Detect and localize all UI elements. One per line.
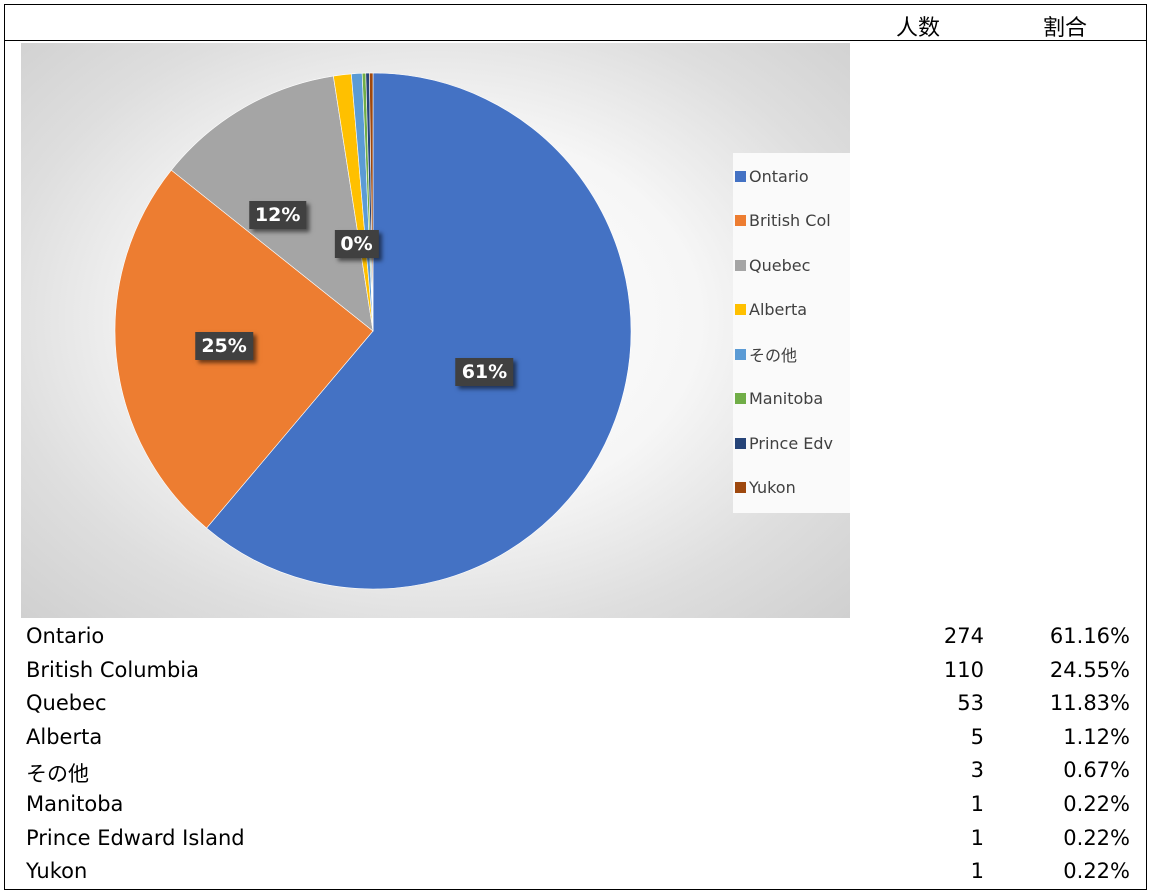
table-row: Quebec 53 11.83% (24, 689, 1136, 721)
row-count: 1 (971, 826, 984, 850)
table-row: Prince Edward Island 1 0.22% (24, 824, 1136, 856)
legend-swatch (735, 349, 746, 360)
row-name: Yukon (26, 859, 87, 883)
row-name: Manitoba (26, 792, 123, 816)
row-percent: 0.22% (1063, 826, 1130, 850)
pie-chart-svg (21, 43, 850, 618)
row-count: 3 (971, 758, 984, 782)
row-name: Ontario (26, 624, 104, 648)
row-count: 1 (971, 859, 984, 883)
legend-item[interactable]: Prince Edv (735, 432, 833, 454)
data-label-3: 0% (334, 230, 378, 258)
row-percent: 0.22% (1063, 792, 1130, 816)
row-percent: 0.67% (1063, 758, 1130, 782)
chart-legend: Ontario British Col Quebec Alberta その他 Manito… (733, 153, 850, 513)
legend-item[interactable]: Quebec (735, 254, 810, 276)
legend-swatch (735, 171, 746, 182)
row-percent: 1.12% (1063, 725, 1130, 749)
legend-swatch (735, 260, 746, 271)
legend-item[interactable]: その他 (735, 343, 797, 365)
legend-swatch (735, 304, 746, 315)
legend-item[interactable]: Manitoba (735, 388, 823, 410)
legend-label: Prince Edv (749, 434, 833, 453)
row-count: 1 (971, 792, 984, 816)
header-divider (4, 40, 1147, 41)
row-count: 110 (944, 658, 984, 682)
table-row: British Columbia 110 24.55% (24, 656, 1136, 688)
row-count: 53 (957, 691, 984, 715)
row-count: 5 (971, 725, 984, 749)
legend-label: Alberta (749, 300, 807, 319)
pie-chart[interactable]: Ontario British Col Quebec Alberta その他 Manito… (21, 43, 850, 618)
row-name: Prince Edward Island (26, 826, 245, 850)
table-row: Manitoba 1 0.22% (24, 790, 1136, 822)
table-row: Alberta 5 1.12% (24, 723, 1136, 755)
row-percent: 0.22% (1063, 859, 1130, 883)
data-label-2: 12% (249, 201, 306, 229)
legend-label: Ontario (749, 167, 809, 186)
legend-item[interactable]: Yukon (735, 477, 796, 499)
legend-swatch (735, 438, 746, 449)
legend-label: British Col (749, 211, 831, 230)
row-name: British Columbia (26, 658, 199, 682)
legend-label: Manitoba (749, 389, 823, 408)
row-percent: 61.16% (1050, 624, 1130, 648)
row-count: 274 (944, 624, 984, 648)
data-label-0: 61% (456, 358, 513, 386)
legend-swatch (735, 393, 746, 404)
legend-item[interactable]: Alberta (735, 299, 807, 321)
legend-label: その他 (749, 342, 797, 366)
legend-swatch (735, 482, 746, 493)
ratio-header: 割合 (1043, 10, 1087, 42)
table-row: Ontario 274 61.16% (24, 622, 1136, 654)
row-percent: 11.83% (1050, 691, 1130, 715)
table-row: Yukon 1 0.22% (24, 857, 1136, 889)
legend-item[interactable]: Ontario (735, 165, 809, 187)
row-name: その他 (26, 758, 89, 788)
table-row: その他 3 0.67% (24, 756, 1136, 788)
legend-item[interactable]: British Col (735, 210, 831, 232)
row-percent: 24.55% (1050, 658, 1130, 682)
row-name: Alberta (26, 725, 102, 749)
count-header: 人数 (896, 10, 940, 42)
legend-swatch (735, 215, 746, 226)
legend-label: Yukon (749, 478, 796, 497)
data-label-1: 25% (195, 332, 252, 360)
legend-label: Quebec (749, 256, 810, 275)
row-name: Quebec (26, 691, 107, 715)
